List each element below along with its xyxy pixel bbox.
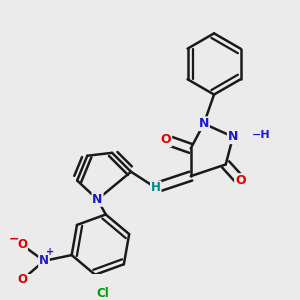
Text: N: N (39, 254, 49, 267)
Text: O: O (17, 238, 27, 251)
Text: O: O (161, 133, 171, 146)
Text: −: − (9, 232, 19, 245)
Text: +: + (46, 247, 55, 257)
Text: H: H (151, 181, 161, 194)
Text: N: N (228, 130, 238, 143)
Text: O: O (17, 273, 27, 286)
Text: N: N (92, 193, 103, 206)
Text: Cl: Cl (96, 287, 109, 300)
Text: −H: −H (252, 130, 271, 140)
Text: N: N (199, 117, 209, 130)
Text: O: O (235, 174, 246, 187)
